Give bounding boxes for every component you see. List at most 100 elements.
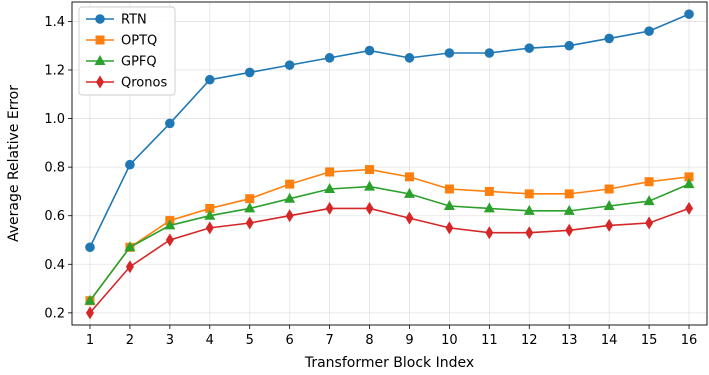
y-tick-label: 1.4 (44, 15, 65, 30)
data-point-qronos (605, 218, 614, 232)
data-point-gpfq (324, 183, 336, 193)
data-point-optq (325, 167, 335, 177)
data-point-rtn (684, 9, 694, 19)
data-point-rtn (444, 48, 455, 58)
x-tick-label: 11 (481, 333, 498, 348)
data-point-qronos (445, 221, 454, 235)
y-tick-label: 0.2 (44, 306, 65, 321)
legend-label-qronos: Qronos (121, 76, 167, 91)
data-point-rtn (284, 60, 295, 70)
data-point-qronos (525, 226, 534, 240)
legend-marker-gpfq (94, 55, 106, 65)
data-point-gpfq (364, 180, 376, 191)
y-axis-label: Average Relative Error (6, 85, 22, 242)
x-tick-label: 9 (405, 333, 413, 348)
x-tick-label: 14 (601, 333, 618, 348)
data-point-qronos (405, 211, 414, 225)
legend-box (78, 6, 176, 96)
grid-lines (72, 2, 707, 325)
data-point-gpfq (124, 241, 136, 252)
series-line-optq (89, 168, 690, 302)
data-point-gpfq (284, 192, 296, 203)
series-gpfq (84, 178, 695, 305)
y-tick-label: 1.0 (44, 112, 65, 127)
data-point-qronos (125, 260, 134, 274)
data-point-optq (604, 184, 614, 194)
data-point-qronos (685, 201, 694, 215)
data-point-rtn (644, 26, 654, 36)
legend-marker-qronos (96, 75, 104, 89)
data-point-gpfq (244, 202, 256, 213)
data-point-gpfq (483, 202, 495, 213)
data-point-gpfq (164, 219, 176, 230)
series-layer (84, 9, 695, 320)
data-point-qronos (205, 221, 214, 235)
data-point-qronos (285, 209, 294, 223)
y-tick-label: 0.8 (44, 161, 65, 176)
x-tick-label: 6 (286, 333, 294, 348)
x-axis-label: Transformer Block Index (304, 355, 474, 371)
data-point-optq (444, 184, 454, 194)
x-tick-label: 2 (126, 333, 134, 348)
data-point-qronos (325, 201, 334, 215)
series-rtn (85, 9, 694, 253)
data-point-rtn (85, 242, 95, 253)
x-tick-label: 7 (325, 333, 333, 348)
x-tick-label: 16 (681, 333, 698, 348)
data-point-rtn (604, 33, 614, 44)
data-point-optq (484, 186, 494, 196)
series-line-gpfq (89, 183, 690, 302)
data-point-qronos (165, 233, 174, 247)
x-tick-label: 15 (641, 333, 658, 348)
data-point-rtn (165, 118, 175, 129)
data-point-gpfq (204, 209, 216, 220)
data-point-qronos (565, 223, 574, 237)
data-point-optq (404, 172, 414, 182)
x-tick-label: 3 (166, 333, 174, 348)
data-point-rtn (524, 43, 535, 53)
axis-ticks: 1 2 3 4 5 6 7 8 9 10 11 12 13 14 15 160.20.40.60.81.01.… (44, 15, 697, 348)
x-tick-label: 13 (561, 333, 578, 348)
legend: RTN OPTQ GPFQ Qronos (78, 6, 176, 96)
data-point-qronos (85, 306, 94, 320)
x-tick-label: 5 (246, 333, 254, 348)
x-tick-label: 10 (441, 333, 458, 348)
data-point-optq (524, 189, 534, 199)
x-tick-label: 4 (206, 333, 214, 348)
series-line-qronos (89, 207, 690, 314)
data-point-qronos (365, 201, 374, 215)
data-point-optq (285, 179, 295, 189)
y-tick-label: 0.4 (44, 258, 65, 273)
data-point-rtn (404, 53, 415, 63)
legend-marker-optq (95, 35, 105, 45)
series-line-rtn (89, 13, 690, 248)
data-point-optq (205, 203, 215, 213)
data-point-gpfq (683, 178, 695, 189)
plot-frame (71, 1, 708, 326)
data-point-rtn (364, 45, 375, 56)
legend-label-rtn: RTN (121, 13, 147, 28)
data-point-gpfq (643, 195, 655, 206)
series-qronos (85, 201, 694, 320)
data-point-gpfq (603, 200, 615, 210)
data-point-rtn (324, 53, 335, 63)
x-tick-label: 8 (365, 333, 373, 348)
data-point-gpfq (563, 204, 575, 215)
data-point-gpfq (523, 204, 535, 215)
data-point-optq (245, 194, 255, 204)
data-point-rtn (125, 159, 135, 170)
data-point-qronos (645, 216, 654, 230)
data-point-rtn (564, 40, 575, 51)
x-tick-label: 12 (521, 333, 538, 348)
legend-marker-rtn (95, 14, 105, 24)
data-point-optq (684, 172, 694, 182)
legend-label-optq: OPTQ (121, 34, 157, 49)
data-point-rtn (484, 48, 495, 58)
data-point-gpfq (443, 200, 455, 210)
data-point-optq (644, 177, 654, 187)
legend-label-gpfq: GPFQ (121, 55, 157, 70)
y-tick-label: 0.6 (44, 209, 65, 224)
data-point-gpfq (84, 294, 96, 305)
data-point-qronos (485, 226, 494, 240)
data-point-gpfq (403, 187, 415, 198)
